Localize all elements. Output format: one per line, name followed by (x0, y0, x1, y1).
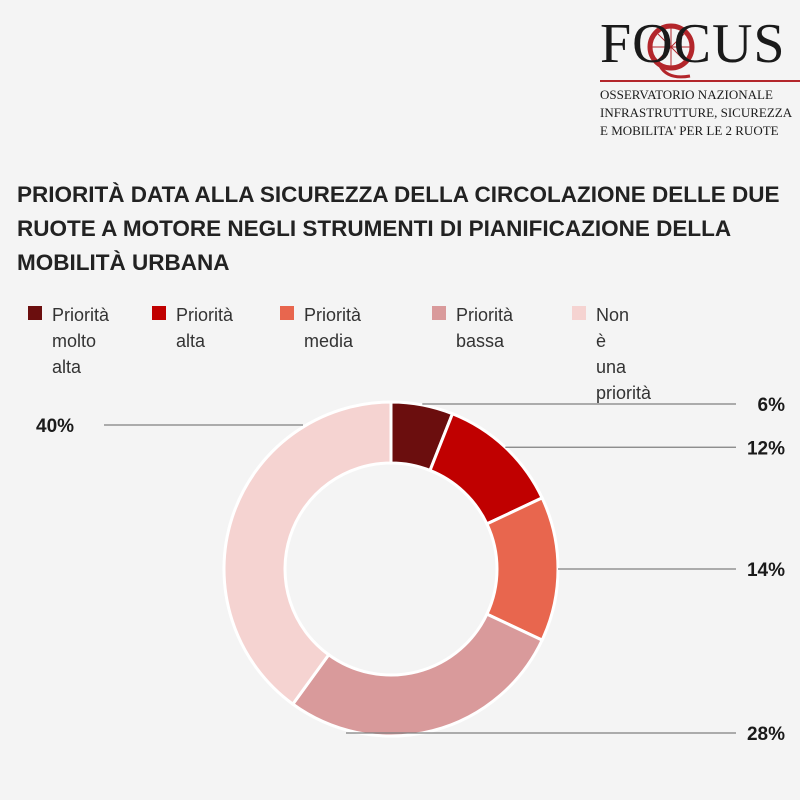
focus-logo: FOCUS OSSERVATORIO NAZIONALE INFRASTRUTT… (600, 14, 800, 144)
legend-swatch (280, 306, 294, 320)
legend-label: Non è una priorità (596, 305, 652, 403)
value-label-alta: 12% (747, 438, 785, 459)
legend-swatch (28, 306, 42, 320)
logo-rule (600, 80, 800, 82)
donut-slice-bassa (290, 612, 545, 738)
legend-label: Priorità alta (176, 305, 234, 351)
chart-title-line-3: MOBILITÀ URBANA (17, 250, 230, 275)
legend-swatch (432, 306, 446, 320)
value-label-non-priorita: 40% (36, 416, 74, 437)
chart-title-line-2: RUOTE A MOTORE NEGLI STRUMENTI DI PIANIF… (17, 216, 732, 241)
value-label-bassa: 28% (747, 724, 785, 745)
value-label-molto-alta: 6% (758, 395, 786, 416)
donut-slice-non-priorita (222, 400, 393, 707)
value-label-media: 14% (747, 560, 785, 581)
logo-line-2: INFRASTRUTTURE, SICUREZZA (600, 105, 793, 120)
chart-title: PRIORITÀ DATA ALLA SICUREZZA DELLA CIRCO… (17, 178, 800, 280)
legend-swatch (572, 306, 586, 320)
logo-wheel-icon (647, 23, 695, 79)
legend-swatch (152, 306, 166, 320)
logo-wordmark: FOCUS (600, 13, 786, 75)
logo-line-1: OSSERVATORIO NAZIONALE (600, 87, 773, 102)
logo-line-3: E MOBILITA' PER LE 2 RUOTE (600, 123, 779, 138)
legend-label: Priorità bassa (456, 305, 514, 351)
legend-label: Priorità media (304, 305, 362, 351)
legend-label: Priorità molto alta (52, 305, 110, 377)
chart-title-line-1: PRIORITÀ DATA ALLA SICUREZZA DELLA CIRCO… (17, 182, 780, 207)
